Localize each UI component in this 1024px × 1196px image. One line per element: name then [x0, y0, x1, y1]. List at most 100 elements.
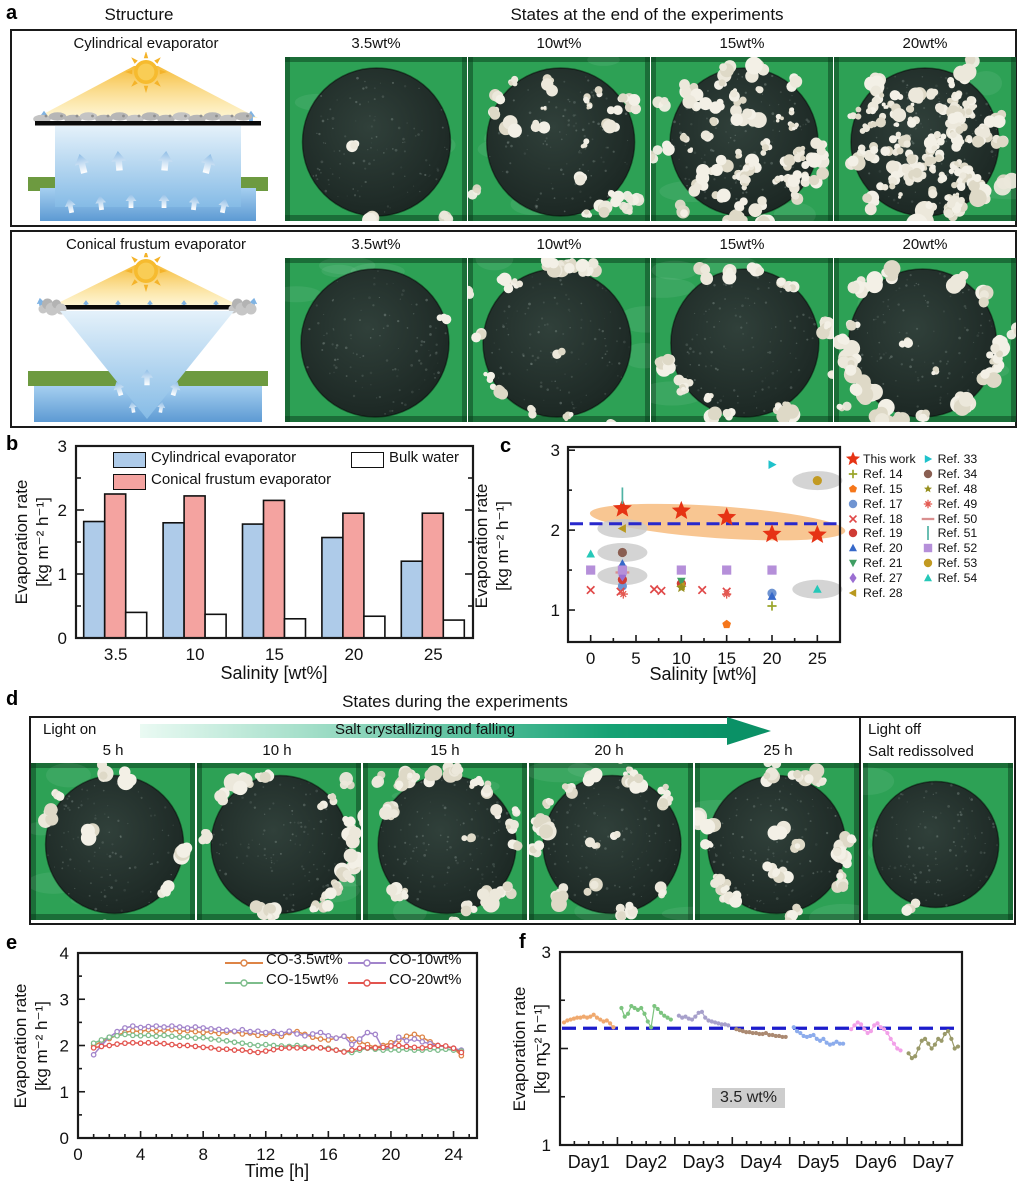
tick-label: Day4 [740, 1152, 782, 1172]
panel-letter-e: e [6, 932, 18, 954]
panel-letter-a: a [6, 2, 18, 24]
cylindrical-title: Cylindrical evaporator [73, 35, 219, 52]
a1-label-3.5: 3.5wt% [351, 35, 401, 52]
bar [400, 560, 424, 639]
series-Ref. 49 [618, 589, 732, 599]
tick-label: 2 [58, 501, 67, 520]
tick-label: Day1 [568, 1152, 610, 1172]
series-Ref. 27 [618, 569, 627, 582]
legend-item: Ref. 15 [845, 482, 916, 497]
c-ylabel: Evaporation rate [kg m⁻² h⁻¹] [472, 483, 513, 609]
scatter-chart-svg: 0 5 10 15 20 25 1 2 3 [551, 441, 846, 668]
tick-label: 0 [58, 629, 67, 648]
panel-letter-c: c [500, 435, 512, 457]
salinity-annotation: 3.5 wt% [712, 1088, 785, 1108]
bar [283, 617, 307, 639]
tick-label: 1 [542, 1136, 551, 1155]
legend-swatch [113, 452, 146, 468]
e-xlabel: Time [h] [244, 1161, 310, 1181]
progress-arrowhead [727, 717, 771, 745]
scatter-chart-legend: This work Ref. 14 Ref. 15 Ref. 17 Ref. 18 Ref… [845, 452, 977, 600]
legend-label: CO-20wt% [389, 971, 462, 988]
series-Ref. 17 [617, 581, 777, 598]
legend-item: Ref. 54 [920, 570, 977, 585]
series-Day6 [849, 1020, 903, 1053]
a1-label-10: 10wt% [536, 35, 582, 52]
b-ylabel: Evaporation rate [kg m⁻² h⁻¹] [12, 479, 53, 605]
sample-photo [31, 763, 195, 920]
salt-redissolved-label: Salt redissolved [868, 743, 974, 760]
legend-label: Cylindrical evaporator [151, 449, 297, 466]
tick-label: 25 [424, 645, 443, 664]
legend-label: CO-10wt% [389, 951, 462, 968]
tick-label: 2 [60, 1037, 69, 1056]
tick-label: 12 [256, 1145, 275, 1164]
a2-label-10: 10wt% [536, 236, 582, 253]
legend-label: CO-3.5wt% [266, 951, 343, 968]
legend-item: This work [845, 452, 916, 467]
sample-photo [468, 57, 650, 221]
legend-item: Ref. 52 [920, 541, 977, 556]
tick-label: 8 [198, 1145, 207, 1164]
d-label-25h: 25 h [763, 742, 793, 759]
progress-arrow-band [140, 724, 728, 738]
tick-label: 0 [60, 1129, 69, 1148]
series-Day1 [561, 1012, 616, 1030]
legend-item: Ref. 49 [920, 496, 977, 511]
sample-photo [651, 57, 833, 221]
a2-label-3.5: 3.5wt% [351, 236, 401, 253]
legend-item: Ref. 33 [920, 452, 977, 467]
structure-header: Structure [104, 5, 174, 24]
series-Day4 [734, 1027, 788, 1040]
legend-line [225, 979, 263, 987]
series-This work [612, 498, 827, 543]
tick-label: 0 [73, 1145, 82, 1164]
series-Day2 [619, 1003, 673, 1030]
sample-photo [651, 258, 833, 422]
tick-label: Day5 [797, 1152, 839, 1172]
legend-item: Ref. 51 [926, 526, 978, 541]
bar [103, 493, 127, 639]
tick-label: 3.5 [104, 645, 128, 664]
tick-label: 4 [60, 944, 69, 963]
tick-label: 4 [136, 1145, 145, 1164]
legend-label: Bulk water [389, 449, 460, 466]
c-xlabel: Salinity [wt%] [649, 664, 757, 684]
series-Ref. 20 [618, 559, 777, 600]
panel-d-divider [859, 716, 861, 925]
d-label-20h: 20 h [594, 742, 624, 759]
light-off-label: Light off [868, 721, 922, 738]
tick-label: 10 [186, 645, 205, 664]
series-Ref. 18 [586, 584, 732, 597]
sample-photo [285, 258, 467, 422]
legend-item: Ref. 17 [845, 496, 916, 511]
a2-label-15: 15wt% [719, 236, 765, 253]
legend-item: Ref. 48 [920, 482, 977, 497]
sample-photo [468, 258, 650, 422]
a2-label-20: 20wt% [902, 236, 948, 253]
legend-label: CO-15wt% [266, 971, 339, 988]
legend-item: Ref. 34 [920, 467, 977, 482]
legend-swatch [113, 474, 146, 490]
series-Ref. 15 [722, 619, 731, 629]
legend-item: Ref. 27 [845, 570, 916, 585]
tick-label: 25 [808, 649, 827, 668]
panel-d-title: States during the experiments [342, 692, 568, 711]
d-label-10h: 10 h [262, 742, 292, 759]
legend-item: Ref. 50 [921, 511, 978, 526]
d-label-5h: 5 h [102, 742, 124, 759]
tick-label: Day3 [683, 1152, 725, 1172]
tick-label: 24 [444, 1145, 463, 1164]
light-on-label: Light on [43, 721, 97, 738]
tick-label: 2 [542, 1040, 551, 1059]
series-Ref. 33 [768, 460, 777, 469]
legend-line [348, 979, 386, 987]
arrow-text: Salt crystallizing and falling [334, 721, 516, 738]
tick-label: 3 [58, 437, 67, 456]
legend-item: Ref. 19 [845, 526, 916, 541]
legend-line [225, 959, 263, 967]
d-label-15h: 15 h [430, 742, 460, 759]
tick-label: 0 [586, 649, 595, 668]
a1-label-20: 20wt% [902, 35, 948, 52]
